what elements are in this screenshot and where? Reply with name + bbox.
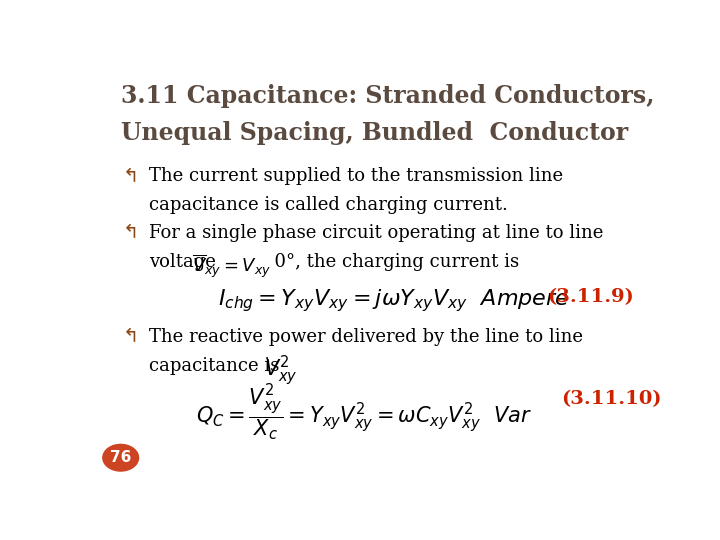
Text: ↰: ↰ xyxy=(122,328,139,347)
Text: Unequal Spacing, Bundled  Conductor: Unequal Spacing, Bundled Conductor xyxy=(121,121,628,145)
Text: 76: 76 xyxy=(110,450,131,465)
Text: (3.11.10): (3.11.10) xyxy=(562,390,662,408)
Text: $I_{chg} = Y_{xy}V_{xy} = j\omega Y_{xy}V_{xy}$  Ampere: $I_{chg} = Y_{xy}V_{xy} = j\omega Y_{xy}… xyxy=(218,287,570,314)
Text: capacitance is called charging current.: capacitance is called charging current. xyxy=(148,196,508,214)
Text: capacitance is: capacitance is xyxy=(148,357,279,375)
Text: 3.11 Capacitance: Stranded Conductors,: 3.11 Capacitance: Stranded Conductors, xyxy=(121,84,654,107)
Circle shape xyxy=(103,444,138,471)
Text: voltage: voltage xyxy=(148,253,221,271)
Text: The reactive power delivered by the line to line: The reactive power delivered by the line… xyxy=(148,328,582,346)
Text: The current supplied to the transmission line: The current supplied to the transmission… xyxy=(148,167,563,185)
Text: ↰: ↰ xyxy=(122,167,139,186)
Text: (3.11.9): (3.11.9) xyxy=(547,288,634,307)
Text: 0°, the charging current is: 0°, the charging current is xyxy=(263,253,519,271)
Text: $\overline{V}_{xy} = V_{xy}$: $\overline{V}_{xy} = V_{xy}$ xyxy=(192,252,271,280)
Text: $V^2_{xy}$: $V^2_{xy}$ xyxy=(264,354,298,388)
Text: $Q_C = \dfrac{V^2_{xy}}{X_c} = Y_{xy}V^2_{xy} = \omega C_{xy}V^2_{xy}$  Var: $Q_C = \dfrac{V^2_{xy}}{X_c} = Y_{xy}V^2… xyxy=(196,383,532,443)
Text: ↰: ↰ xyxy=(122,224,139,242)
Text: For a single phase circuit operating at line to line: For a single phase circuit operating at … xyxy=(148,224,603,241)
